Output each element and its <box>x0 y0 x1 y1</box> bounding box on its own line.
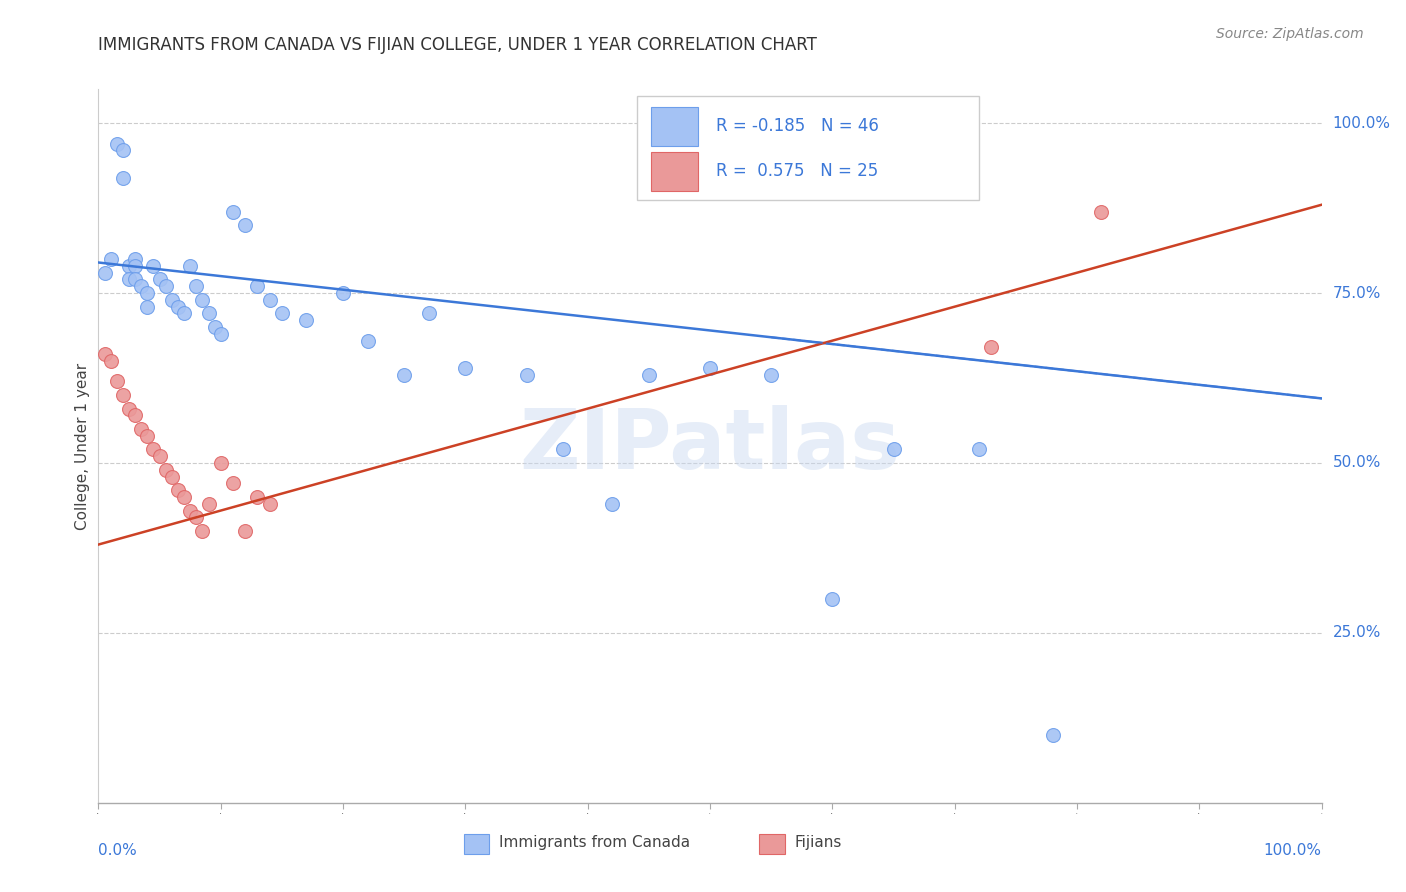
Point <box>111 388 134 402</box>
Point <box>105 375 128 389</box>
Point <box>761 368 783 382</box>
Point <box>149 272 172 286</box>
Point <box>356 334 378 348</box>
Text: 25.0%: 25.0% <box>1333 625 1381 640</box>
Point <box>1090 204 1112 219</box>
Point <box>142 442 165 457</box>
Point <box>100 252 122 266</box>
Point <box>186 510 208 524</box>
Point <box>93 266 115 280</box>
Text: 100.0%: 100.0% <box>1333 116 1391 131</box>
Point <box>179 503 201 517</box>
Point <box>883 442 905 457</box>
Point <box>246 279 269 293</box>
Text: Immigrants from Canada: Immigrants from Canada <box>499 836 690 850</box>
Point <box>1042 728 1064 742</box>
Point <box>136 286 159 301</box>
Point <box>160 293 183 307</box>
Point <box>600 497 623 511</box>
Text: IMMIGRANTS FROM CANADA VS FIJIAN COLLEGE, UNDER 1 YEAR CORRELATION CHART: IMMIGRANTS FROM CANADA VS FIJIAN COLLEGE… <box>98 36 817 54</box>
Point <box>124 252 146 266</box>
Point <box>179 259 201 273</box>
Point <box>233 218 256 232</box>
Text: 0.0%: 0.0% <box>98 843 138 858</box>
Point <box>295 313 318 327</box>
Point <box>209 456 232 470</box>
Point <box>105 136 128 151</box>
Point <box>637 368 661 382</box>
Point <box>197 497 219 511</box>
Point <box>124 409 146 423</box>
Point <box>246 490 269 504</box>
Text: ZIPatlas: ZIPatlas <box>520 406 900 486</box>
Point <box>118 259 141 273</box>
Point <box>332 286 354 301</box>
Point <box>93 347 115 361</box>
Y-axis label: College, Under 1 year: College, Under 1 year <box>75 362 90 530</box>
Point <box>197 306 219 320</box>
Point <box>124 272 146 286</box>
Bar <box>651 107 697 146</box>
Bar <box>637 96 979 200</box>
Point <box>821 591 844 606</box>
Point <box>553 442 575 457</box>
Point <box>167 300 190 314</box>
Point <box>392 368 416 382</box>
Point <box>191 293 214 307</box>
Point <box>173 490 195 504</box>
Point <box>186 279 208 293</box>
Text: Fijians: Fijians <box>794 836 842 850</box>
Point <box>129 422 152 436</box>
Point <box>270 306 294 320</box>
Point <box>155 279 177 293</box>
Point <box>136 429 159 443</box>
Point <box>233 524 256 538</box>
Text: R =  0.575   N = 25: R = 0.575 N = 25 <box>716 162 879 180</box>
Text: Source: ZipAtlas.com: Source: ZipAtlas.com <box>1216 27 1364 41</box>
Point <box>124 259 146 273</box>
Text: R = -0.185   N = 46: R = -0.185 N = 46 <box>716 118 879 136</box>
Point <box>155 463 177 477</box>
Point <box>222 476 245 491</box>
Point <box>129 279 152 293</box>
Text: 100.0%: 100.0% <box>1264 843 1322 858</box>
Point <box>259 497 281 511</box>
Point <box>209 326 232 341</box>
Point <box>222 204 245 219</box>
Point <box>111 144 134 158</box>
Point <box>515 368 537 382</box>
Point <box>699 360 721 375</box>
Point <box>118 272 141 286</box>
Point <box>967 442 990 457</box>
Point <box>160 469 183 483</box>
Point <box>149 449 172 463</box>
Bar <box>651 152 697 191</box>
Point <box>136 300 159 314</box>
Point <box>418 306 440 320</box>
Point <box>167 483 190 498</box>
Point <box>100 354 122 368</box>
Text: 75.0%: 75.0% <box>1333 285 1381 301</box>
Point <box>454 360 477 375</box>
Point <box>118 401 141 416</box>
Text: 50.0%: 50.0% <box>1333 456 1381 470</box>
Point <box>111 170 134 185</box>
Point <box>259 293 281 307</box>
Point <box>142 259 165 273</box>
Point <box>204 320 226 334</box>
Point <box>191 524 214 538</box>
Point <box>173 306 195 320</box>
Point <box>980 341 1002 355</box>
